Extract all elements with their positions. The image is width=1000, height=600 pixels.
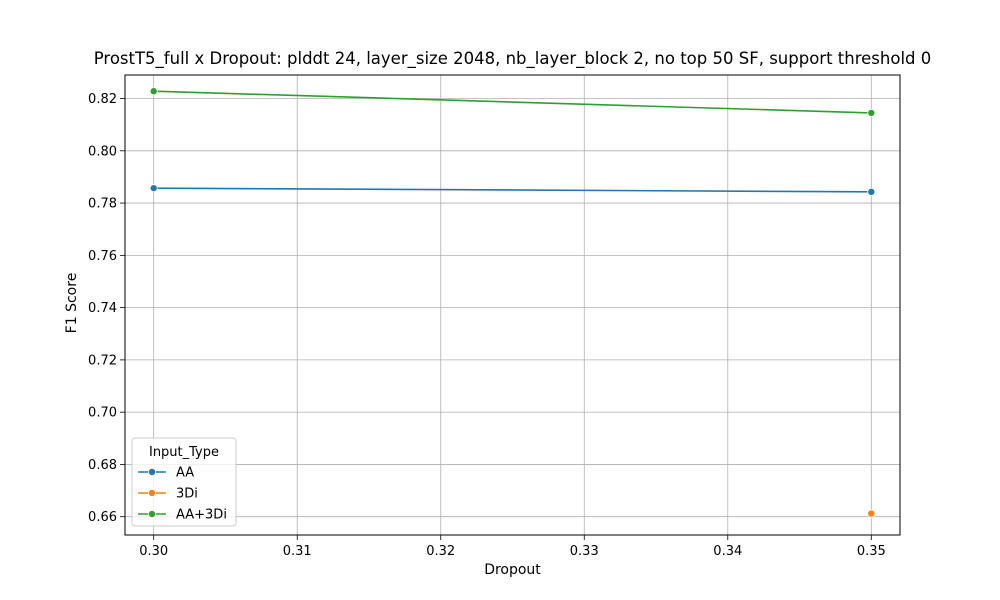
grid [125,75,900,535]
legend: Input_Type AA 3Di AA+3Di [131,437,237,527]
legend-marker [147,509,156,518]
series-line-aa-3di [153,90,872,114]
y-tick-label: 0.82 [88,92,117,107]
legend-marker [147,488,156,497]
legend-label: 3Di [176,487,198,502]
series-layer [149,87,876,518]
data-point-aa-3di [867,108,876,117]
y-tick-label: 0.78 [88,197,117,212]
series-aa-3di [149,87,876,117]
series-3di [867,509,876,518]
y-tick-label: 0.70 [88,406,117,421]
legend-box [131,437,237,527]
x-tick-label: 0.32 [426,544,455,559]
series-line-aa [153,187,872,193]
legend-item-aa-3di: AA+3Di [138,508,227,523]
legend-item-3di: 3Di [138,487,198,502]
y-tick-label: 0.72 [88,353,117,368]
series-aa [149,184,876,196]
legend-items: AA 3Di AA+3Di [138,466,227,523]
data-point-3di [867,509,876,518]
data-point-aa [149,184,158,193]
chart-title: ProstT5_full x Dropout: plddt 24, layer_… [94,49,932,69]
legend-label: AA+3Di [176,508,227,523]
y-tick-label: 0.80 [88,144,117,159]
y-tick-label: 0.76 [88,249,117,264]
legend-item-aa: AA [138,466,194,481]
legend-label: AA [176,466,194,481]
y-tick-label: 0.68 [88,458,117,473]
y-tick-label: 0.74 [88,301,117,316]
x-axis-label: Dropout [484,562,541,578]
x-tick-label: 0.34 [713,544,742,559]
legend-marker [147,467,156,476]
y-axis-label: F1 Score [64,273,80,334]
y-tick-label: 0.66 [88,510,117,525]
x-tick-label: 0.30 [139,544,168,559]
data-point-aa [867,187,876,196]
x-tick-label: 0.33 [570,544,599,559]
x-tick-label: 0.35 [857,544,886,559]
legend-title: Input_Type [149,445,219,460]
x-tick-label: 0.31 [283,544,312,559]
plot-frame [124,74,901,536]
axis-ticks: 0.30 0.31 0.32 0.33 0.34 0.35 0.66 0.68 0.70 0.72… [88,92,886,559]
data-point-aa-3di [149,87,158,96]
